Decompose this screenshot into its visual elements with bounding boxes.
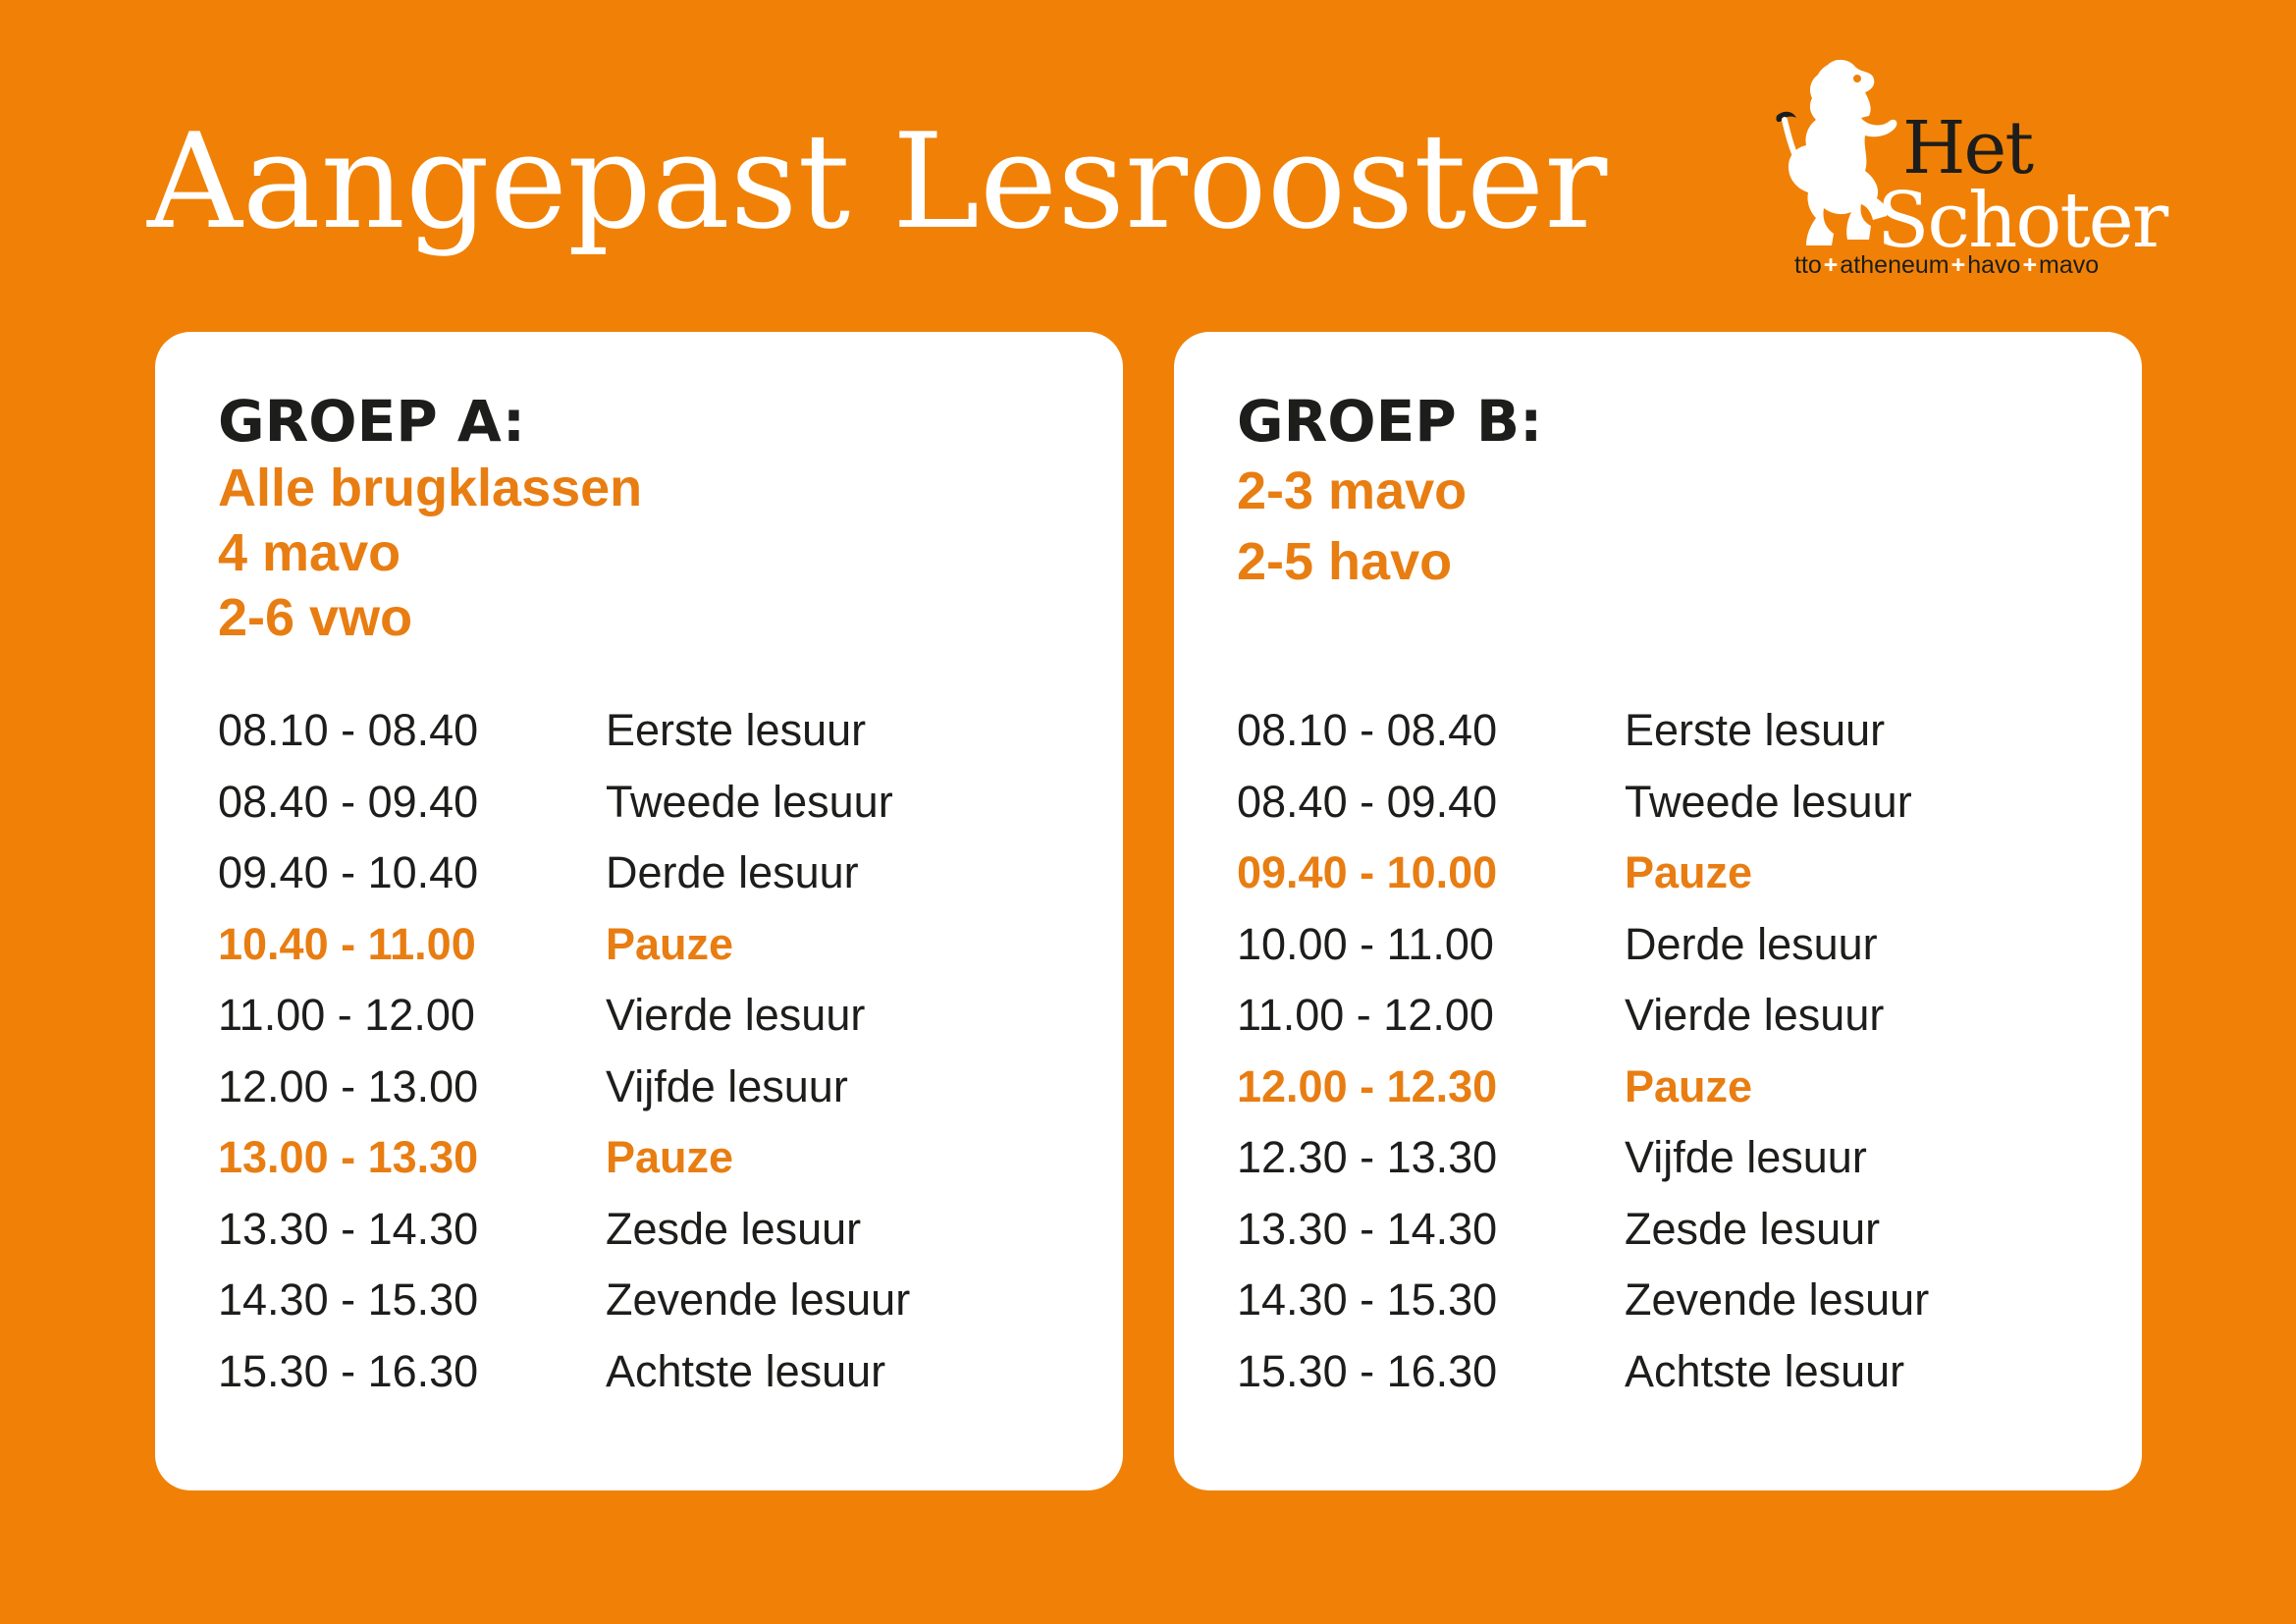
group-subtitle-line: 2-6 vwo: [218, 588, 413, 647]
schedule-label: Achtste lesuur: [606, 1345, 886, 1396]
schedule-time: 14.30 - 15.30: [218, 1274, 479, 1325]
schedule-row-break: 10.40 - 11.00 Pauze: [218, 909, 910, 981]
schedule-row: 14.30 - 15.30 Zevende lesuur: [218, 1265, 910, 1336]
group-subtitle-list: 2-3 mavo 2-5 havo: [1237, 456, 1467, 597]
schedule-row: 08.40 - 09.40 Tweede lesuur: [218, 767, 910, 839]
group-subtitle-line: 2-5 havo: [1237, 532, 1453, 591]
schedule-time: 12.00 - 13.00: [218, 1060, 479, 1111]
group-subtitle-line: 2-3 mavo: [1237, 461, 1468, 520]
schedule-time: 13.30 - 14.30: [218, 1203, 479, 1254]
schedule-time: 14.30 - 15.30: [1237, 1274, 1498, 1325]
schedule-row-break: 12.00 - 12.30 Pauze: [1237, 1052, 1929, 1123]
schedule-label: Zevende lesuur: [1625, 1274, 1930, 1325]
schedule-time: 10.40 - 11.00: [218, 918, 476, 969]
logo-word-het: Het: [1902, 106, 2034, 190]
schedule-label: Pauze: [606, 918, 734, 969]
schedule-time: 10.00 - 11.00: [1237, 918, 1494, 969]
schedule-row: 08.10 - 08.40 Eerste lesuur: [1237, 695, 1929, 767]
schedule-time: 08.40 - 09.40: [218, 776, 479, 827]
schedule-label: Achtste lesuur: [1625, 1345, 1905, 1396]
schedule-time: 09.40 - 10.00: [1237, 847, 1498, 897]
group-a-card: GROEP A: Alle brugklassen 4 mavo 2-6 vwo…: [155, 332, 1123, 1490]
schedule-time: 08.40 - 09.40: [1237, 776, 1498, 827]
schedule-row-break: 13.00 - 13.30 Pauze: [218, 1122, 910, 1194]
schedule-row: 13.30 - 14.30 Zesde lesuur: [1237, 1194, 1929, 1266]
group-subtitle-list: Alle brugklassen 4 mavo 2-6 vwo: [218, 456, 642, 650]
schedule-label: Derde lesuur: [1625, 918, 1878, 969]
plus-icon: +: [1823, 251, 1839, 279]
tagline-item: atheneum: [1840, 251, 1949, 279]
schedule-label: Vierde lesuur: [606, 990, 866, 1040]
schedule-time: 15.30 - 16.30: [1237, 1345, 1498, 1396]
schedule-time: 12.30 - 13.30: [1237, 1132, 1498, 1182]
schedule-label: Zesde lesuur: [1625, 1203, 1881, 1254]
schedule-label: Zevende lesuur: [606, 1274, 911, 1325]
schedule-time: 09.40 - 10.40: [218, 847, 479, 897]
group-subtitle-line: 4 mavo: [218, 523, 401, 582]
schedule-row: 13.30 - 14.30 Zesde lesuur: [218, 1194, 910, 1266]
schedule-time: 12.00 - 12.30: [1237, 1060, 1498, 1111]
schedule-list: 08.10 - 08.40 Eerste lesuur 08.40 - 09.40…: [218, 695, 910, 1407]
schedule-time: 11.00 - 12.00: [218, 990, 475, 1040]
group-heading: GROEP B:: [1237, 388, 1543, 455]
tagline-item: havo: [1967, 251, 2021, 279]
schedule-row-break: 09.40 - 10.00 Pauze: [1237, 838, 1929, 909]
lion-icon: [1776, 59, 1897, 246]
tagline-item: mavo: [2039, 251, 2100, 279]
schedule-label: Pauze: [606, 1132, 734, 1182]
school-logo: Het Schoter tto+atheneum+havo+mavo: [1767, 57, 2168, 283]
schedule-row: 11.00 - 12.00 Vierde lesuur: [218, 980, 910, 1052]
schedule-label: Eerste lesuur: [1625, 705, 1886, 755]
plus-icon: +: [1950, 251, 1966, 279]
schedule-row: 12.30 - 13.30 Vijfde lesuur: [1237, 1122, 1929, 1194]
schedule-label: Vijfde lesuur: [1625, 1132, 1867, 1182]
schedule-label: Vierde lesuur: [1625, 990, 1885, 1040]
schedule-row: 15.30 - 16.30 Achtste lesuur: [1237, 1336, 1929, 1408]
logo-word-schoter: Schoter: [1877, 177, 2168, 265]
schedule-row: 11.00 - 12.00 Vierde lesuur: [1237, 980, 1929, 1052]
group-heading: GROEP A:: [218, 388, 526, 455]
schedule-label: Pauze: [1625, 1060, 1753, 1111]
schedule-label: Zesde lesuur: [606, 1203, 862, 1254]
schedule-row: 08.40 - 09.40 Tweede lesuur: [1237, 767, 1929, 839]
schedule-label: Vijfde lesuur: [606, 1060, 848, 1111]
tagline-item: tto: [1794, 251, 1822, 279]
schedule-row: 08.10 - 08.40 Eerste lesuur: [218, 695, 910, 767]
schedule-row: 12.00 - 13.00 Vijfde lesuur: [218, 1052, 910, 1123]
schedule-time: 08.10 - 08.40: [218, 705, 479, 755]
schedule-time: 08.10 - 08.40: [1237, 705, 1498, 755]
schedule-list: 08.10 - 08.40 Eerste lesuur 08.40 - 09.40…: [1237, 695, 1929, 1407]
group-subtitle-line: Alle brugklassen: [218, 459, 643, 517]
schedule-time: 15.30 - 16.30: [218, 1345, 479, 1396]
plus-icon: +: [2022, 251, 2038, 279]
schedule-time: 13.30 - 14.30: [1237, 1203, 1498, 1254]
schedule-time: 11.00 - 12.00: [1237, 990, 1494, 1040]
schedule-time: 13.00 - 13.30: [218, 1132, 479, 1182]
schedule-row: 09.40 - 10.40 Derde lesuur: [218, 838, 910, 909]
schedule-label: Derde lesuur: [606, 847, 859, 897]
page-title: Aangepast Lesrooster: [147, 105, 1608, 258]
schedule-row: 15.30 - 16.30 Achtste lesuur: [218, 1336, 910, 1408]
schedule-label: Pauze: [1625, 847, 1753, 897]
schedule-row: 14.30 - 15.30 Zevende lesuur: [1237, 1265, 1929, 1336]
schedule-label: Tweede lesuur: [606, 776, 893, 827]
group-b-card: GROEP B: 2-3 mavo 2-5 havo 08.10 - 08.40…: [1174, 332, 2142, 1490]
logo-tagline: tto+atheneum+havo+mavo: [1794, 251, 2099, 280]
schedule-label: Eerste lesuur: [606, 705, 867, 755]
schedule-label: Tweede lesuur: [1625, 776, 1912, 827]
schedule-row: 10.00 - 11.00 Derde lesuur: [1237, 909, 1929, 981]
